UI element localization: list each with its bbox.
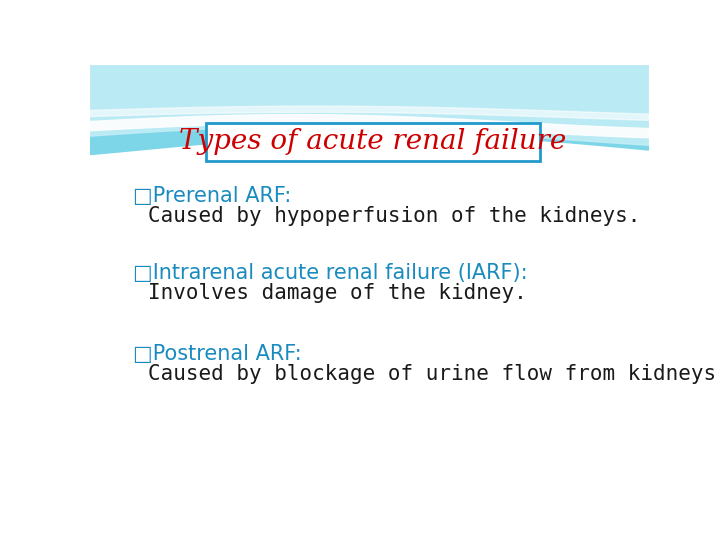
FancyBboxPatch shape — [206, 123, 539, 161]
Text: □Intrarenal acute renal failure (IARF):: □Intrarenal acute renal failure (IARF): — [132, 262, 527, 283]
Text: □Prerenal ARF:: □Prerenal ARF: — [132, 186, 291, 206]
Text: □Postrenal ARF:: □Postrenal ARF: — [132, 343, 301, 363]
Text: Caused by hypoperfusion of the kidneys.: Caused by hypoperfusion of the kidneys. — [148, 206, 641, 226]
Text: Caused by blockage of urine flow from kidneys.: Caused by blockage of urine flow from ki… — [148, 364, 720, 384]
Text: Types of acute renal failure: Types of acute renal failure — [179, 129, 567, 156]
Text: Involves damage of the kidney.: Involves damage of the kidney. — [148, 284, 527, 303]
